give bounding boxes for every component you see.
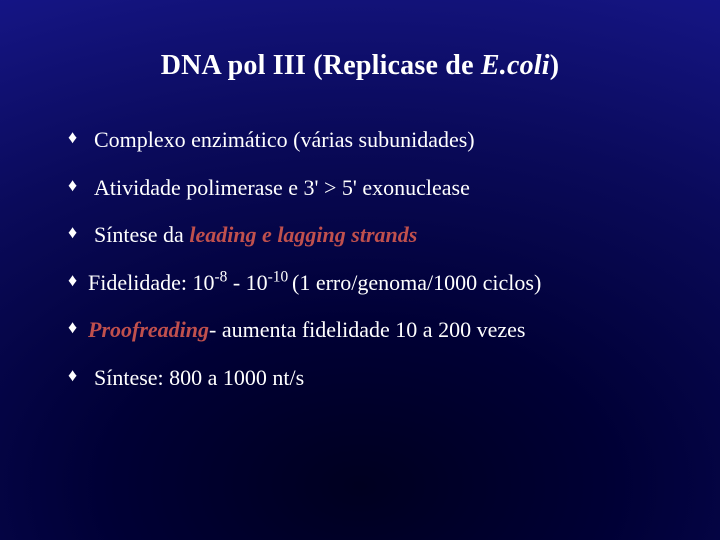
bullet-text-part: - 10: [227, 270, 267, 295]
bullet-text-part: Fidelidade: 10: [88, 270, 214, 295]
bullet-item: Complexo enzimático (várias subunidades): [68, 126, 660, 154]
bullet-text-part: Síntese da: [94, 222, 189, 247]
bullet-text-part: Proofreading: [88, 317, 209, 342]
bullet-text-part: -8: [214, 268, 227, 285]
bullet-item: Síntese: 800 a 1000 nt/s: [68, 364, 660, 392]
bullet-text-part: (1 erro/genoma/1000 ciclos): [292, 270, 541, 295]
bullet-item: Atividade polimerase e 3' > 5' exonuclea…: [68, 174, 660, 202]
title-italic: E.coli: [481, 50, 550, 81]
bullet-item: Proofreading- aumenta fidelidade 10 a 20…: [68, 316, 660, 344]
bullet-text-part: leading e lagging strands: [189, 222, 417, 247]
bullet-list: Complexo enzimático (várias subunidades)…: [68, 126, 660, 391]
title-suffix: ): [550, 50, 560, 81]
bullet-text-part: - aumenta fidelidade 10 a 200 vezes: [209, 317, 525, 342]
bullet-item: Fidelidade: 10-8 - 10-10 (1 erro/genoma/…: [68, 269, 660, 297]
slide-title: DNA pol III (Replicase de E.coli): [60, 50, 660, 82]
bullet-item: Síntese da leading e lagging strands: [68, 221, 660, 249]
bullet-text-part: -10: [268, 268, 292, 285]
title-prefix: DNA pol III (Replicase de: [161, 50, 481, 81]
slide-container: DNA pol III (Replicase de E.coli) Comple…: [0, 0, 720, 391]
